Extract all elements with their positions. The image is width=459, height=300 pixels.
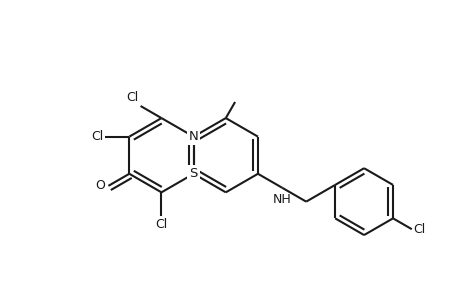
Text: O: O — [95, 179, 105, 192]
Text: Cl: Cl — [126, 91, 139, 104]
Text: NH: NH — [272, 193, 291, 206]
Text: N: N — [188, 130, 198, 143]
Text: Cl: Cl — [413, 223, 425, 236]
Text: S: S — [189, 167, 197, 180]
Text: Cl: Cl — [155, 218, 167, 231]
Text: Cl: Cl — [91, 130, 103, 143]
